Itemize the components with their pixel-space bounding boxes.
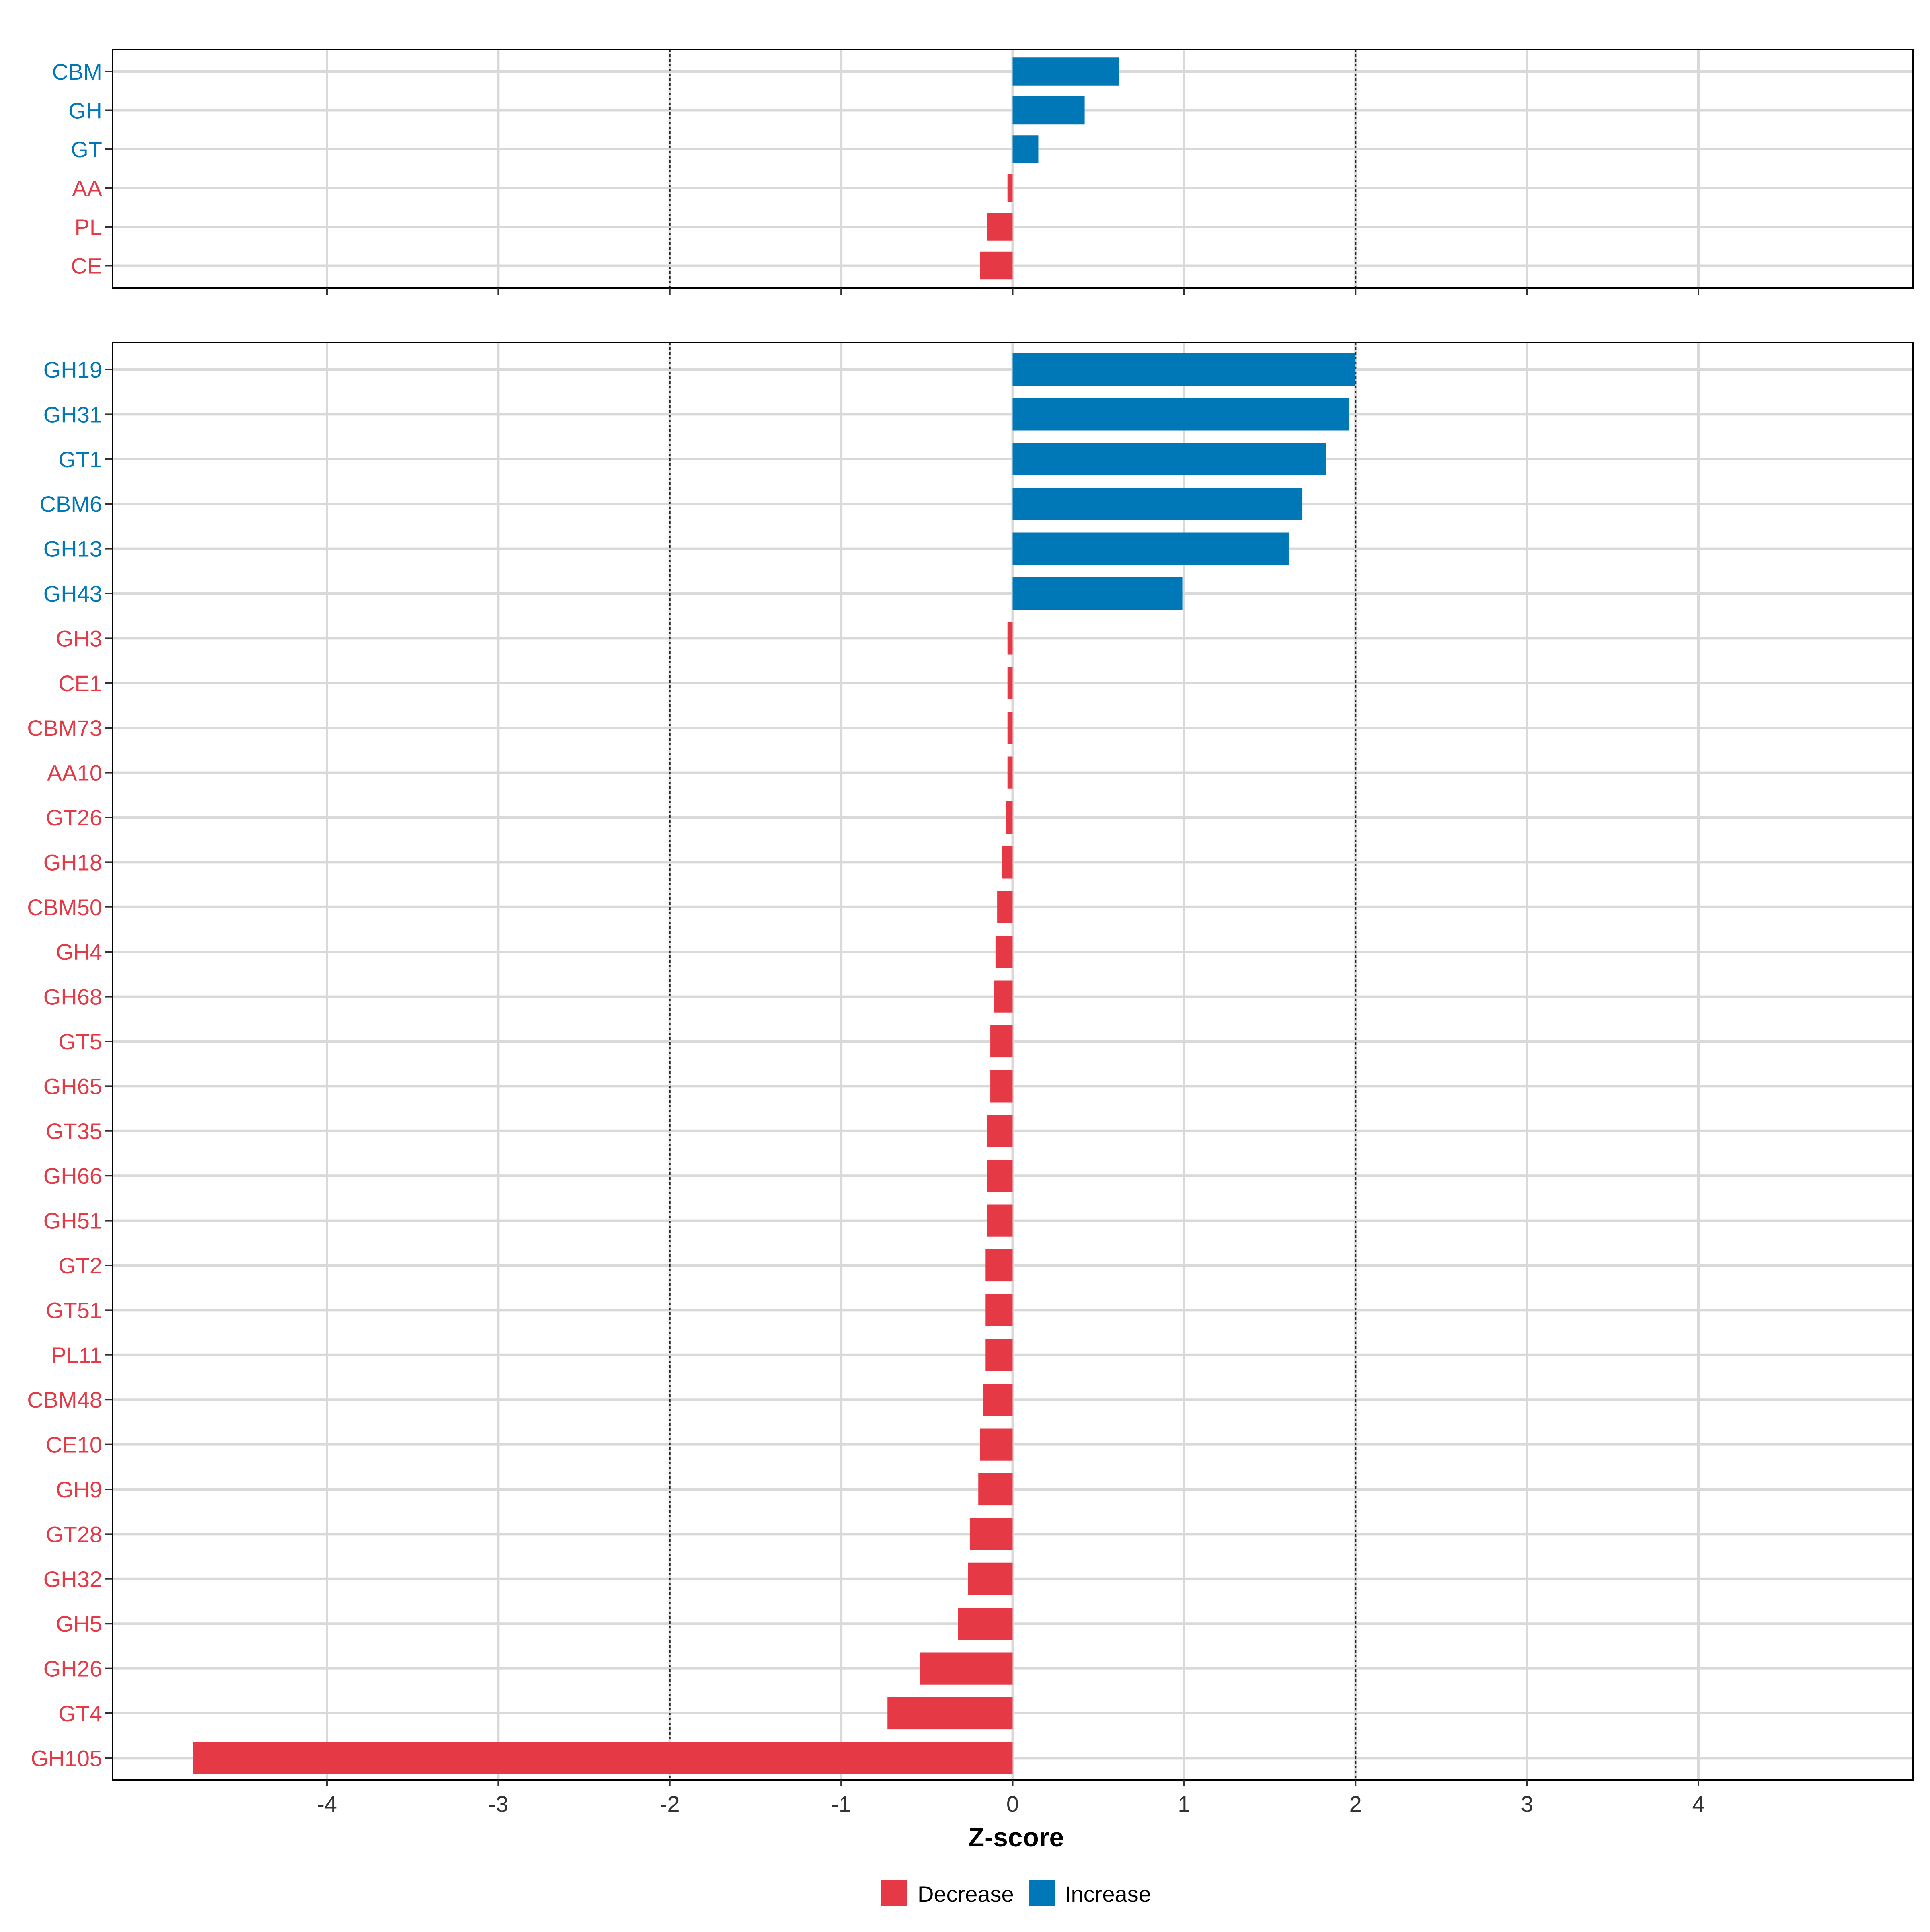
category-label: CBM50: [27, 895, 102, 920]
category-label: GH26: [43, 1656, 102, 1682]
x-axis-title: Z-score: [968, 1822, 1064, 1852]
x-tick-label: 4: [1692, 1791, 1704, 1817]
x-tick-label: -3: [488, 1791, 508, 1817]
bar-gt4: [887, 1697, 1013, 1730]
bar-gh18: [1002, 846, 1013, 879]
bar-aa: [1007, 174, 1013, 202]
legend-label-decrease: Decrease: [918, 1881, 1014, 1907]
bar-pl: [987, 213, 1013, 241]
bar-gt28: [969, 1518, 1013, 1550]
category-label: GT28: [46, 1521, 102, 1547]
bar-gt35: [987, 1115, 1013, 1147]
bar-gt1: [1012, 443, 1326, 475]
category-label: GT51: [46, 1298, 102, 1323]
bar-ce10: [980, 1428, 1013, 1461]
category-label: GT4: [58, 1701, 102, 1726]
bar-gh43: [1012, 577, 1183, 610]
legend: Decrease Increase: [881, 1880, 1151, 1907]
category-label: CE: [71, 253, 102, 279]
bar-gh51: [987, 1204, 1013, 1237]
x-tick-label: 1: [1178, 1791, 1190, 1817]
x-tick-label: 3: [1521, 1791, 1533, 1817]
category-label: AA10: [47, 760, 102, 786]
category-label: GH66: [43, 1163, 102, 1189]
bar-gt26: [1006, 801, 1013, 834]
bar-gh: [1012, 96, 1085, 125]
category-label: PL: [75, 214, 103, 240]
bar-gh3: [1007, 622, 1013, 655]
bar-pl11: [985, 1339, 1013, 1371]
category-label: GH43: [43, 581, 102, 606]
bar-gh66: [987, 1160, 1013, 1192]
category-label: GH31: [43, 402, 102, 427]
bar-gh105: [193, 1742, 1013, 1774]
x-tick-label: 2: [1349, 1791, 1362, 1817]
x-tick-label: 0: [1006, 1791, 1019, 1817]
bar-gh31: [1012, 398, 1349, 431]
bar-gh26: [920, 1652, 1013, 1685]
bar-gh13: [1012, 532, 1289, 565]
x-axis: -4 -3 -2 -1 0 1 2 3 4: [317, 1791, 1705, 1817]
category-label: GH5: [56, 1611, 102, 1636]
x-tick-label: -4: [317, 1791, 337, 1817]
category-label: GH3: [56, 626, 102, 651]
category-label: GH9: [56, 1477, 102, 1502]
category-label: AA: [72, 176, 102, 201]
category-label: CE10: [46, 1432, 102, 1458]
x-tick-label: -2: [660, 1791, 680, 1817]
category-label: CBM48: [27, 1387, 102, 1413]
bar-cbm73: [1007, 712, 1013, 744]
category-label: GT5: [58, 1029, 102, 1054]
category-label: GH: [68, 98, 102, 123]
top-panel: CBM GH GT AA PL CE: [52, 49, 1914, 295]
category-label: CE1: [58, 671, 102, 696]
legend-swatch-increase: [1029, 1880, 1055, 1906]
category-label: GT26: [46, 805, 102, 830]
category-label: CBM6: [39, 491, 102, 517]
x-tick-label: -1: [831, 1791, 851, 1817]
category-label: GH105: [31, 1745, 102, 1771]
bar-aa10: [1007, 756, 1013, 789]
category-label: GH32: [43, 1567, 102, 1592]
category-label: GH4: [56, 939, 102, 965]
category-label: GH51: [43, 1208, 102, 1234]
bar-cbm: [1012, 57, 1119, 86]
bar-cbm50: [997, 891, 1013, 923]
bar-ce: [980, 251, 1013, 280]
bar-gh32: [968, 1562, 1013, 1595]
category-label: GT1: [58, 447, 102, 472]
legend-swatch-decrease: [881, 1880, 907, 1906]
bar-gh65: [990, 1070, 1013, 1103]
category-label: GH65: [43, 1074, 102, 1099]
category-label: CBM: [52, 59, 102, 84]
bar-gt2: [985, 1249, 1013, 1282]
bar-cbm6: [1012, 488, 1303, 520]
category-label: GH13: [43, 536, 102, 562]
category-label: GT2: [58, 1253, 102, 1278]
category-label: GH18: [43, 850, 102, 875]
bar-gh4: [995, 936, 1013, 968]
bar-gh9: [978, 1473, 1013, 1506]
bar-gh68: [994, 980, 1013, 1013]
category-label: GT: [71, 137, 102, 162]
category-label: GT35: [46, 1119, 102, 1144]
bar-gt5: [990, 1025, 1013, 1058]
bar-gh5: [958, 1608, 1013, 1640]
bar-gt51: [985, 1294, 1013, 1326]
bar-ce1: [1007, 667, 1013, 699]
bottom-panel: GH19 GH31 GT1 CBM6 GH13 GH43 GH3 CE1 CBM73 AA10 GT…: [27, 342, 1914, 1786]
bar-gh19: [1012, 353, 1356, 386]
category-label: CBM73: [27, 715, 102, 741]
legend-label-increase: Increase: [1065, 1881, 1151, 1907]
category-label: GH19: [43, 357, 102, 382]
category-label: GH68: [43, 984, 102, 1010]
category-label: PL11: [51, 1343, 102, 1368]
bar-cbm48: [983, 1384, 1013, 1416]
bar-gt: [1012, 135, 1039, 163]
